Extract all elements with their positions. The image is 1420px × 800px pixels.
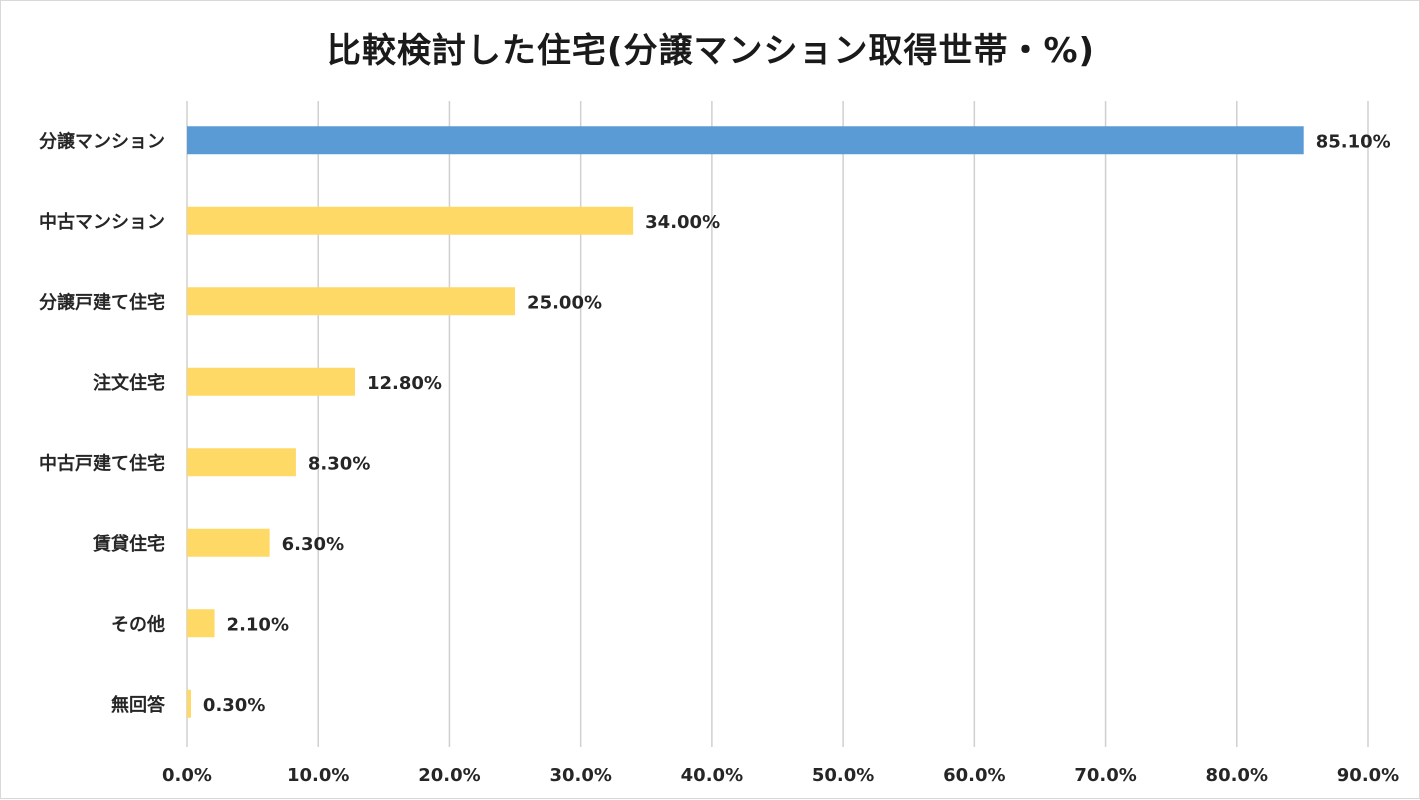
data-label: 0.30% bbox=[203, 695, 265, 716]
bar bbox=[187, 287, 516, 316]
data-label: 34.00% bbox=[645, 212, 720, 233]
x-tick-label: 10.0% bbox=[287, 765, 349, 786]
category-label: 中古マンション bbox=[39, 211, 165, 233]
x-tick-label: 0.0% bbox=[162, 765, 212, 786]
data-label: 6.30% bbox=[282, 534, 344, 555]
category-label: 中古戸建て住宅 bbox=[39, 452, 165, 474]
data-label: 25.00% bbox=[527, 292, 602, 313]
category-label: 無回答 bbox=[111, 694, 166, 716]
x-tick-label: 50.0% bbox=[812, 765, 874, 786]
chart-title: 比較検討した住宅(分譲マンション取得世帯・%) bbox=[326, 31, 1096, 71]
data-label: 12.80% bbox=[367, 373, 442, 394]
bar bbox=[187, 528, 270, 557]
x-tick-label: 80.0% bbox=[1206, 765, 1268, 786]
category-label: 分譲マンション bbox=[39, 130, 165, 152]
x-tick-label: 60.0% bbox=[943, 765, 1005, 786]
bar bbox=[187, 206, 634, 235]
x-tick-label: 20.0% bbox=[418, 765, 480, 786]
category-label: 賃貸住宅 bbox=[92, 533, 165, 555]
bar bbox=[187, 689, 191, 718]
bar bbox=[187, 367, 355, 396]
category-label: 注文住宅 bbox=[93, 372, 165, 394]
bar bbox=[187, 126, 1304, 155]
data-label: 85.10% bbox=[1316, 131, 1391, 152]
x-tick-label: 90.0% bbox=[1337, 765, 1399, 786]
bar bbox=[187, 448, 296, 477]
data-label: 8.30% bbox=[308, 453, 370, 474]
x-tick-label: 30.0% bbox=[549, 765, 611, 786]
gridlines bbox=[186, 101, 1369, 747]
bars bbox=[187, 126, 1304, 718]
data-label: 2.10% bbox=[227, 614, 289, 635]
category-label: その他 bbox=[111, 613, 165, 635]
labels: 0.0% 10.0% 20.0% 30.0% 40.0% 50.0% 60.0% 70.0% 8… bbox=[39, 130, 1399, 786]
bar bbox=[187, 609, 215, 638]
category-label: 分譲戸建て住宅 bbox=[39, 291, 165, 313]
x-tick-label: 70.0% bbox=[1074, 765, 1136, 786]
x-tick-label: 40.0% bbox=[681, 765, 743, 786]
